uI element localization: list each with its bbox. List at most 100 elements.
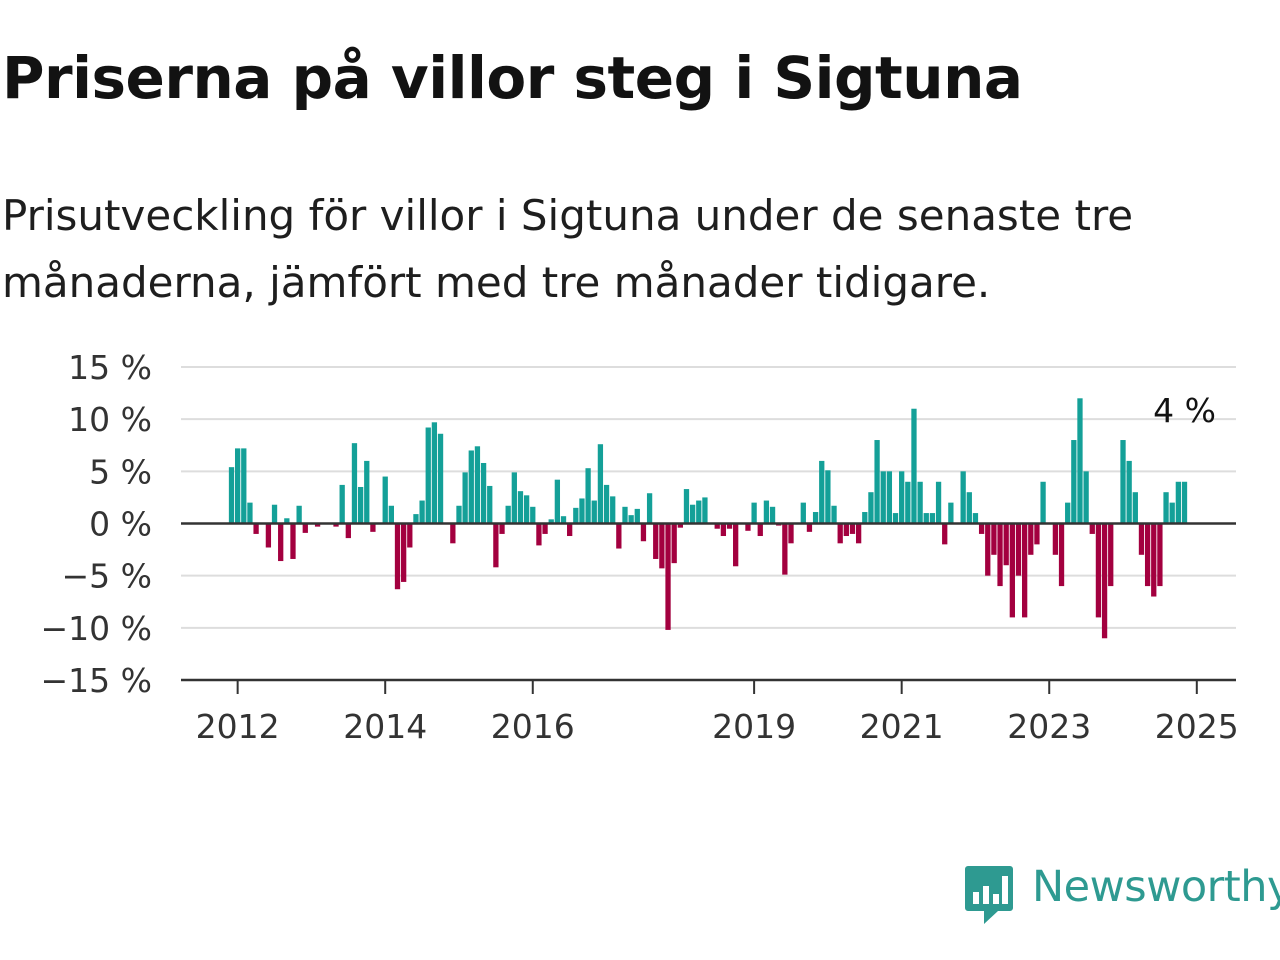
- bar: [357, 486, 364, 524]
- bar: [892, 513, 899, 524]
- bar: [948, 502, 954, 524]
- bar: [1034, 523, 1040, 545]
- bar: [819, 460, 825, 524]
- bar: [837, 523, 843, 544]
- bar: [241, 448, 247, 524]
- bar: [591, 500, 597, 524]
- bar: [1144, 523, 1151, 587]
- bar: [413, 514, 419, 524]
- bar: [702, 497, 708, 524]
- bar: [825, 470, 831, 524]
- bar: [271, 504, 278, 524]
- bar: [1015, 523, 1022, 576]
- bar: [689, 504, 696, 524]
- bar: [554, 479, 561, 524]
- bar: [935, 481, 942, 524]
- bar: [966, 492, 972, 524]
- bar: [1101, 523, 1108, 639]
- bar: [997, 523, 1003, 587]
- bar: [511, 472, 517, 524]
- bar: [419, 500, 425, 524]
- bar: [407, 523, 413, 548]
- bar: [284, 518, 290, 524]
- bar: [394, 523, 401, 590]
- bar: [573, 507, 579, 524]
- bar: [388, 505, 394, 524]
- bar: [714, 523, 720, 529]
- bar: [640, 523, 647, 542]
- bar: [468, 450, 474, 524]
- bar: [345, 523, 351, 539]
- chart-title: Priserna på villor steg i Sigtuna: [2, 44, 1023, 112]
- bar: [610, 496, 616, 524]
- newsworthy-logo-icon: [965, 866, 1013, 924]
- bar: [560, 516, 567, 524]
- bar: [733, 523, 739, 567]
- bar: [978, 523, 985, 534]
- bar: [401, 523, 407, 582]
- bar: [567, 523, 573, 537]
- bar: [886, 471, 893, 524]
- last-value-label: 4 %: [1153, 391, 1216, 430]
- bar: [536, 523, 542, 546]
- bar: [911, 408, 917, 524]
- bar: [364, 460, 370, 524]
- bar: [1009, 523, 1015, 618]
- bar: [302, 523, 308, 533]
- bar: [683, 489, 690, 524]
- bar: [382, 476, 388, 524]
- bar: [1083, 471, 1089, 524]
- bar: [370, 523, 376, 532]
- bar: [1175, 481, 1181, 524]
- bar: [972, 513, 979, 524]
- bar: [862, 512, 868, 524]
- bar: [874, 440, 880, 524]
- bar: [985, 523, 991, 576]
- x-tick-label: 2019: [712, 707, 796, 746]
- bar-chart: 15 %10 %5 %0 %−5 %−10 %−15 % 2012 2014 201…: [41, 348, 1239, 746]
- y-tick-label: −5 %: [62, 557, 153, 596]
- bar: [812, 512, 819, 524]
- bar: [474, 446, 481, 524]
- bar: [517, 491, 524, 524]
- bar: [314, 523, 321, 527]
- bar: [1003, 523, 1009, 566]
- bar: [1077, 398, 1083, 524]
- bar: [751, 502, 757, 524]
- bar: [456, 505, 462, 524]
- bar: [480, 462, 487, 524]
- bar: [849, 523, 856, 534]
- bar: [530, 506, 536, 524]
- bar: [1022, 523, 1028, 618]
- bar: [1120, 440, 1126, 524]
- bar: [1065, 502, 1071, 524]
- bar: [917, 481, 923, 524]
- bar: [1132, 492, 1138, 524]
- x-tick-label: 2016: [491, 707, 575, 746]
- bar: [942, 523, 948, 545]
- y-tick-label: 0 %: [89, 505, 152, 544]
- bar: [499, 523, 505, 534]
- bar: [579, 498, 585, 524]
- bar: [1058, 523, 1065, 587]
- bar: [1071, 440, 1077, 524]
- bar: [745, 523, 751, 531]
- bar: [665, 523, 671, 630]
- chart-subtitle: Prisutveckling för villor i Sigtuna unde…: [2, 191, 1134, 307]
- bar: [1138, 523, 1145, 555]
- bar: [720, 523, 727, 537]
- y-axis-labels: 15 % 10 % 5 % 0 % −5 % −10 % −15 %: [41, 348, 153, 700]
- bar: [991, 523, 997, 555]
- bar: [899, 471, 905, 524]
- x-tick-label: 2014: [343, 707, 427, 746]
- bar: [1126, 460, 1132, 524]
- bar: [1151, 523, 1157, 597]
- bar: [351, 443, 358, 524]
- bar: [333, 523, 339, 527]
- bar: [800, 502, 806, 524]
- bar: [843, 523, 849, 537]
- bar: [1108, 523, 1114, 587]
- bar: [597, 444, 604, 524]
- bar: [235, 448, 241, 524]
- bar: [542, 523, 548, 534]
